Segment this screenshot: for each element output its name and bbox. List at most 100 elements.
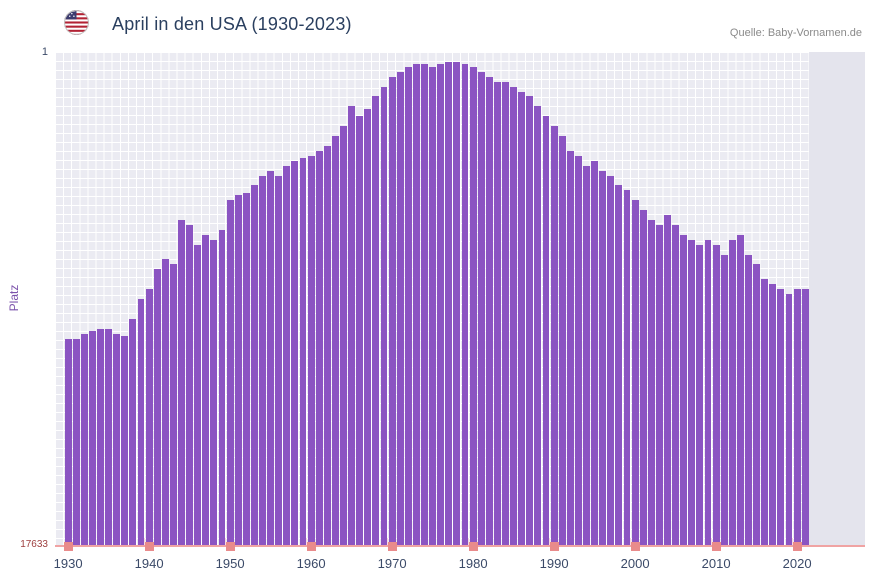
bar-1996[interactable] xyxy=(599,170,607,546)
bar-2001[interactable] xyxy=(639,210,647,546)
bar-2008[interactable] xyxy=(696,244,704,546)
bar-1942[interactable] xyxy=(161,259,169,546)
bar-1974[interactable] xyxy=(421,64,428,546)
bar-1947[interactable] xyxy=(202,234,210,546)
bar-1956[interactable] xyxy=(275,175,283,546)
x-tick-2020: 2020 xyxy=(782,556,812,571)
bar-1930[interactable] xyxy=(64,338,72,546)
bar-1959[interactable] xyxy=(299,158,307,546)
bar-2020[interactable] xyxy=(793,289,801,546)
bar-1995[interactable] xyxy=(591,160,599,546)
bar-1968[interactable] xyxy=(372,96,380,546)
bar-1963[interactable] xyxy=(331,135,339,546)
bar-1945[interactable] xyxy=(186,224,194,546)
bar-1989[interactable] xyxy=(542,116,550,546)
bar-1969[interactable] xyxy=(380,86,388,546)
x-tick-1930: 1930 xyxy=(53,556,83,571)
bar-1952[interactable] xyxy=(242,192,250,546)
bar-1981[interactable] xyxy=(477,71,485,546)
bar-1940[interactable] xyxy=(145,289,153,546)
bar-1990[interactable] xyxy=(550,126,558,546)
bar-1933[interactable] xyxy=(88,331,96,546)
bar-1946[interactable] xyxy=(194,244,202,546)
bar-2015[interactable] xyxy=(753,264,761,546)
x-tick-marker-1980 xyxy=(468,542,478,551)
bar-1987[interactable] xyxy=(526,96,534,546)
bar-2016[interactable] xyxy=(761,279,769,546)
bar-1972[interactable] xyxy=(404,66,412,546)
bar-1937[interactable] xyxy=(121,336,129,546)
bar-1978[interactable] xyxy=(453,61,461,546)
bar-1941[interactable] xyxy=(153,269,161,546)
bar-1935[interactable] xyxy=(105,328,113,546)
bar-1951[interactable] xyxy=(234,195,242,546)
bar-1997[interactable] xyxy=(607,175,615,546)
bar-2013[interactable] xyxy=(736,234,744,546)
bar-1962[interactable] xyxy=(323,145,331,546)
bar-2021[interactable] xyxy=(801,289,809,546)
bar-1949[interactable] xyxy=(218,229,226,546)
bar-1948[interactable] xyxy=(210,239,218,546)
x-tick-1960: 1960 xyxy=(296,556,326,571)
bar-2010[interactable] xyxy=(712,244,720,546)
bar-2018[interactable] xyxy=(777,289,785,546)
bar-1988[interactable] xyxy=(534,106,542,546)
bar-1939[interactable] xyxy=(137,299,145,546)
bar-2006[interactable] xyxy=(680,234,688,546)
bar-2014[interactable] xyxy=(745,254,752,546)
bar-1943[interactable] xyxy=(169,264,177,546)
bar-1985[interactable] xyxy=(510,86,518,546)
bar-1993[interactable] xyxy=(574,155,582,546)
x-tick-marker-1950 xyxy=(225,542,235,551)
bar-1934[interactable] xyxy=(97,328,104,546)
bar-1944[interactable] xyxy=(178,219,185,546)
bar-1984[interactable] xyxy=(502,81,509,546)
bar-1976[interactable] xyxy=(437,64,445,546)
bar-1992[interactable] xyxy=(566,150,574,546)
bar-2002[interactable] xyxy=(647,219,655,546)
bar-1999[interactable] xyxy=(623,190,631,546)
bar-1931[interactable] xyxy=(72,338,80,546)
bar-1967[interactable] xyxy=(364,108,372,546)
bar-2019[interactable] xyxy=(785,294,793,546)
bar-2003[interactable] xyxy=(655,224,663,546)
bar-2011[interactable] xyxy=(720,254,728,546)
bar-2012[interactable] xyxy=(728,239,736,546)
y-tick-min: 17633 xyxy=(20,539,48,550)
bar-1971[interactable] xyxy=(396,71,404,546)
bar-1973[interactable] xyxy=(412,64,420,546)
bar-1991[interactable] xyxy=(558,135,566,546)
bar-1977[interactable] xyxy=(445,61,453,546)
bar-1964[interactable] xyxy=(340,126,347,546)
bar-2007[interactable] xyxy=(688,239,696,546)
bar-1986[interactable] xyxy=(518,91,526,546)
bar-1950[interactable] xyxy=(226,200,234,546)
bar-1994[interactable] xyxy=(583,165,590,546)
bar-1975[interactable] xyxy=(429,66,437,546)
bar-1966[interactable] xyxy=(356,116,364,546)
bar-1970[interactable] xyxy=(388,76,396,546)
bar-1983[interactable] xyxy=(493,81,501,546)
bar-2009[interactable] xyxy=(704,239,712,546)
bar-1953[interactable] xyxy=(250,185,258,546)
bar-1998[interactable] xyxy=(615,185,623,546)
bar-1960[interactable] xyxy=(307,155,315,546)
bar-2017[interactable] xyxy=(769,284,777,546)
bar-1955[interactable] xyxy=(267,170,275,546)
bar-1938[interactable] xyxy=(129,318,137,546)
bar-1957[interactable] xyxy=(283,165,291,546)
bar-2005[interactable] xyxy=(672,224,680,546)
y-axis-title: Platz xyxy=(7,284,21,312)
bar-1954[interactable] xyxy=(259,175,266,546)
bar-1961[interactable] xyxy=(315,150,323,546)
bar-1932[interactable] xyxy=(80,333,88,546)
bar-2004[interactable] xyxy=(664,215,671,546)
bar-1936[interactable] xyxy=(113,333,121,546)
bar-1980[interactable] xyxy=(469,66,477,546)
plot-area[interactable] xyxy=(55,52,865,551)
bar-1982[interactable] xyxy=(485,76,493,546)
bar-1979[interactable] xyxy=(461,64,469,546)
bar-2000[interactable] xyxy=(631,200,639,546)
bar-1958[interactable] xyxy=(291,160,299,546)
bar-1965[interactable] xyxy=(348,106,356,546)
